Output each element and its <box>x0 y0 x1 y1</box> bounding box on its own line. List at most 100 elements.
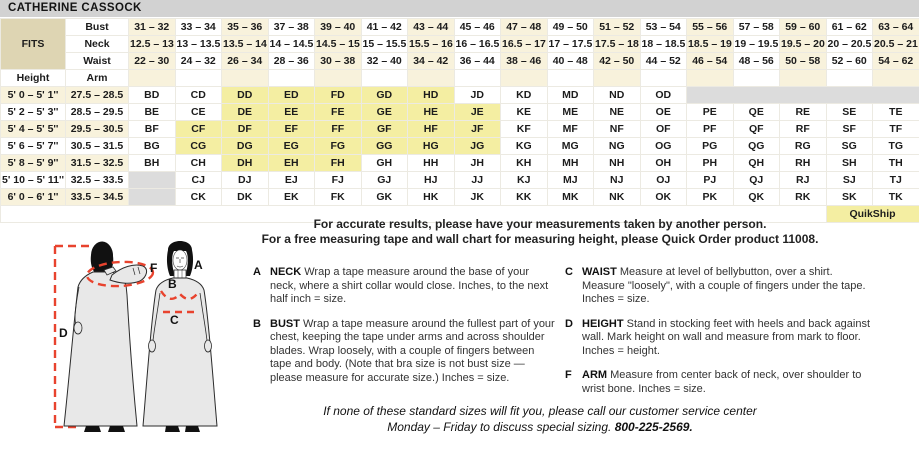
size-code-cell: JK <box>453 188 501 206</box>
quikship-badge: QuikShip <box>825 205 919 223</box>
size-code-cell: FG <box>314 137 362 155</box>
neck-range-cell: 19.5 – 20 <box>779 35 827 53</box>
height-column-header: Height <box>0 69 66 87</box>
bust-row-label: Bust <box>65 18 129 36</box>
arm-range-cell: 28.5 – 29.5 <box>65 103 129 121</box>
bust-range-cell: 53 – 54 <box>639 18 687 36</box>
instruction-text: Measure from center back of neck, over s… <box>582 369 862 395</box>
size-code-cell: GD <box>360 86 408 104</box>
neck-range-cell: 13.5 – 14 <box>221 35 269 53</box>
size-code-cell: EK <box>267 188 315 206</box>
size-code-cell: JG <box>453 137 501 155</box>
size-code-cell: FH <box>314 154 362 172</box>
size-code-cell: FE <box>314 103 362 121</box>
size-code-cell: MJ <box>546 171 594 189</box>
grid-spacer-cell <box>407 69 455 87</box>
size-code-cell: PH <box>686 154 734 172</box>
instructions-column-right: C WAIST Measure at level of bellybutton, … <box>565 266 878 407</box>
waist-range-cell: 54 – 62 <box>872 52 919 70</box>
arm-column-header: Arm <box>65 69 129 87</box>
size-code-cell: QE <box>732 103 780 121</box>
bust-measure-line <box>159 290 201 300</box>
size-code-cell: HF <box>407 120 455 138</box>
bust-range-cell: 39 – 40 <box>314 18 362 36</box>
waist-row-label: Waist <box>65 52 129 70</box>
height-range-cell: 5' 4 – 5' 5'' <box>0 120 66 138</box>
arm-range-cell: 27.5 – 28.5 <box>65 86 129 104</box>
size-code-cell: SH <box>825 154 873 172</box>
bust-range-cell: 31 – 32 <box>128 18 176 36</box>
height-range-cell: 5' 10 – 5' 11'' <box>0 171 66 189</box>
size-code-cell: GK <box>360 188 408 206</box>
neck-range-cell: 14.5 – 15 <box>314 35 362 53</box>
arm-measure-line <box>85 260 155 288</box>
phone-number: 800-225-2569. <box>614 420 693 434</box>
size-code-cell: KK <box>500 188 548 206</box>
instruction-waist: C WAIST Measure at level of bellybutton, … <box>565 266 878 307</box>
waist-range-cell: 46 – 54 <box>686 52 734 70</box>
instruction-text: Stand in stocking feet with heels and ba… <box>582 317 870 357</box>
size-code-cell: BF <box>128 120 176 138</box>
measuring-instructions: A NECK Wrap a tape measure around the bas… <box>253 266 878 407</box>
size-code-cell: FF <box>314 120 362 138</box>
figure-label-a: A <box>194 258 203 272</box>
arm-range-cell: 31.5 – 32.5 <box>65 154 129 172</box>
height-range-cell: 5' 6 – 5' 7'' <box>0 137 66 155</box>
waist-range-cell: 34 – 42 <box>407 52 455 70</box>
size-code-cell: TE <box>872 103 919 121</box>
size-code-cell: CK <box>174 188 222 206</box>
instruction-letter: F <box>565 369 572 381</box>
size-code-cell: BH <box>128 154 176 172</box>
instruction-bust: B BUST Wrap a tape measure around the ful… <box>253 318 555 386</box>
measurement-figure-illustration: D F A B C <box>53 241 218 432</box>
neck-range-cell: 18 – 18.5 <box>639 35 687 53</box>
grid-spacer-cell <box>686 69 734 87</box>
neck-row-label: Neck <box>65 35 129 53</box>
size-code-cell: JJ <box>453 171 501 189</box>
size-code-cell: DK <box>221 188 269 206</box>
grid-spacer-cell <box>174 69 222 87</box>
size-code-cell: KJ <box>500 171 548 189</box>
size-code-cell: JH <box>453 154 501 172</box>
size-code-cell: MK <box>546 188 594 206</box>
size-code-cell: TF <box>872 120 919 138</box>
bust-range-cell: 59 – 60 <box>779 18 827 36</box>
waist-range-cell: 28 – 36 <box>267 52 315 70</box>
neck-range-cell: 16.5 – 17 <box>500 35 548 53</box>
size-code-cell: NG <box>593 137 641 155</box>
instruction-letter: C <box>565 266 573 278</box>
neck-range-cell: 17 – 17.5 <box>546 35 594 53</box>
neck-range-cell: 19 – 19.5 <box>732 35 780 53</box>
size-code-cell: TG <box>872 137 919 155</box>
bust-range-cell: 37 – 38 <box>267 18 315 36</box>
bust-range-cell: 35 – 36 <box>221 18 269 36</box>
neck-range-cell: 13 – 13.5 <box>174 35 222 53</box>
bust-range-cell: 47 – 48 <box>500 18 548 36</box>
waist-range-cell: 40 – 48 <box>546 52 594 70</box>
neck-range-cell: 15.5 – 16 <box>407 35 455 53</box>
size-code-cell: NF <box>593 120 641 138</box>
size-code-cell: PG <box>686 137 734 155</box>
bust-range-cell: 63 – 64 <box>872 18 919 36</box>
waist-range-cell: 42 – 50 <box>593 52 641 70</box>
size-code-cell: HK <box>407 188 455 206</box>
instruction-letter: B <box>253 317 261 330</box>
bust-range-cell: 57 – 58 <box>732 18 780 36</box>
arm-range-cell: 30.5 – 31.5 <box>65 137 129 155</box>
size-code-cell: SF <box>825 120 873 138</box>
grid-spacer-cell <box>500 69 548 87</box>
size-code-cell: CH <box>174 154 222 172</box>
page-title: CATHERINE CASSOCK <box>0 0 919 17</box>
size-code-cell: GH <box>360 154 408 172</box>
size-code-cell: PE <box>686 103 734 121</box>
size-code-cell: EE <box>267 103 315 121</box>
size-code-cell: KH <box>500 154 548 172</box>
arm-range-cell: 29.5 – 30.5 <box>65 120 129 138</box>
size-code-cell: SK <box>825 188 873 206</box>
bust-range-cell: 61 – 62 <box>825 18 873 36</box>
size-code-cell: NJ <box>593 171 641 189</box>
size-code-cell: DE <box>221 103 269 121</box>
measurement-note: For accurate results, please have your m… <box>160 217 919 247</box>
back-view-figure <box>63 241 148 432</box>
size-code-cell: NH <box>593 154 641 172</box>
